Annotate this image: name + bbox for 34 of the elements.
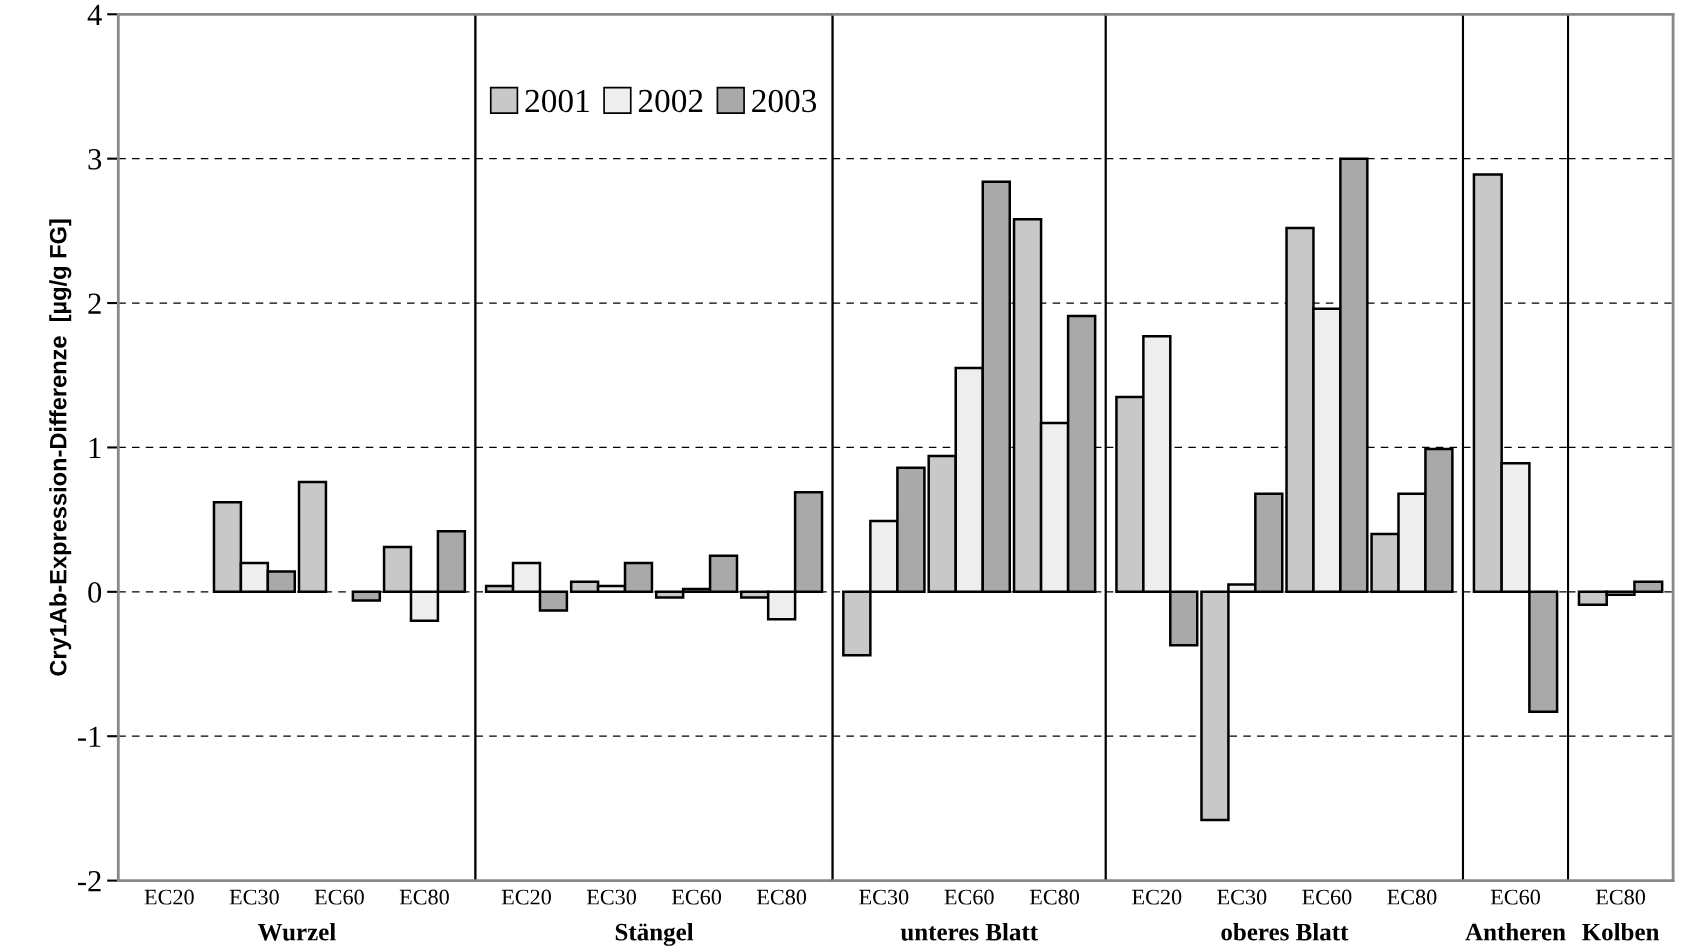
- x-tick-label: EC60: [1302, 889, 1352, 905]
- x-axis-title: oberes Blatt: [1221, 922, 1349, 941]
- x-tick-label: EC20: [144, 889, 194, 905]
- x-axis-title: Wurzel: [257, 922, 336, 941]
- y-tick-label: 2: [88, 293, 101, 314]
- x-tick-label: EC20: [1132, 889, 1182, 905]
- x-tick-label: EC60: [1490, 889, 1540, 905]
- x-tick-label: EC30: [859, 889, 909, 905]
- x-axis-title: Kolben: [1582, 922, 1660, 941]
- x-tick-label: EC30: [586, 889, 637, 905]
- x-tick-label: EC80: [1029, 889, 1080, 905]
- y-tick-label: 3: [88, 149, 102, 170]
- x-axis-title: unteres Blatt: [900, 922, 1038, 941]
- x-tick-label: EC30: [1217, 889, 1267, 905]
- y-tick-label: -1: [78, 726, 101, 747]
- x-tick-label: EC80: [1595, 889, 1646, 905]
- x-tick-label: EC80: [1387, 889, 1437, 905]
- legend-label: 2001: [525, 89, 589, 113]
- x-tick-label: EC60: [944, 889, 994, 905]
- y-tick-label: -2: [78, 870, 101, 892]
- y-tick-label: 0: [88, 582, 102, 603]
- y-tick-label: 4: [87, 4, 102, 25]
- x-tick-label: EC30: [229, 889, 279, 905]
- legend-label: 2003: [752, 89, 817, 113]
- x-tick-label: EC60: [314, 889, 364, 905]
- x-axis-title: Stängel: [615, 922, 694, 946]
- x-tick-label: EC80: [399, 889, 449, 905]
- legend-label: 2002: [638, 89, 703, 113]
- x-axis-title: Antheren: [1465, 922, 1566, 941]
- x-tick-label: EC60: [671, 889, 722, 905]
- y-axis-title: Cry1Ab-Expression-Differenze [µg/g FG]: [49, 219, 72, 676]
- y-tick-label: 1: [89, 437, 101, 459]
- x-tick-label: EC20: [501, 889, 551, 905]
- x-tick-label: EC80: [756, 889, 807, 905]
